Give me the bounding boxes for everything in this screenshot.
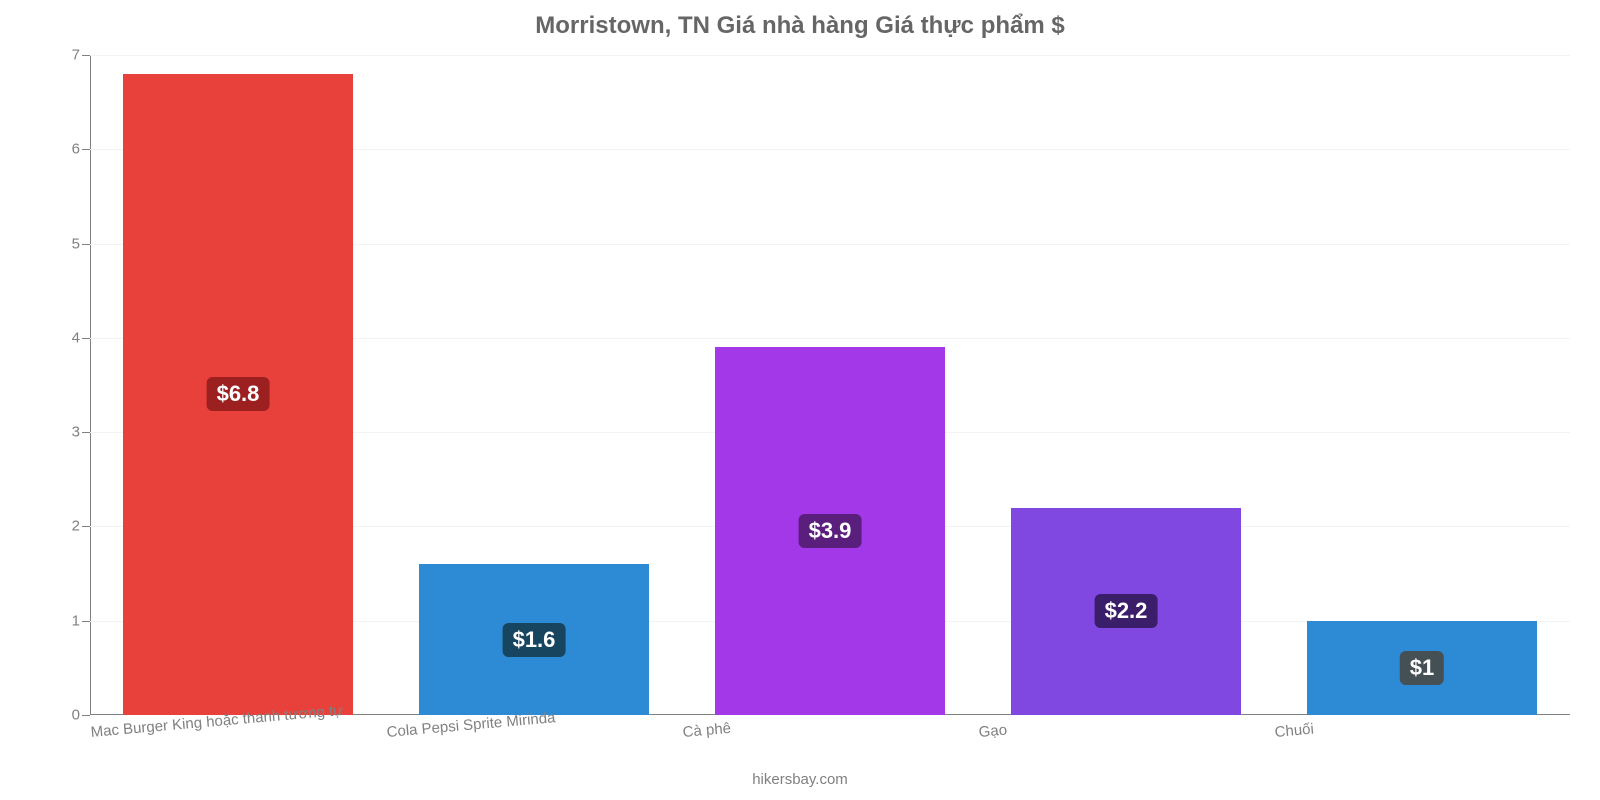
bar-value-label: $1.6 xyxy=(503,623,566,657)
y-tick xyxy=(82,244,90,245)
bar-value-label: $6.8 xyxy=(207,377,270,411)
y-tick xyxy=(82,526,90,527)
y-tick xyxy=(82,715,90,716)
y-tick-label: 7 xyxy=(50,47,80,64)
y-tick-label: 0 xyxy=(50,707,80,724)
y-tick xyxy=(82,55,90,56)
y-tick-label: 6 xyxy=(50,141,80,158)
y-tick-label: 5 xyxy=(50,235,80,252)
y-tick-label: 4 xyxy=(50,329,80,346)
y-tick-label: 3 xyxy=(50,424,80,441)
bar-value-label: $3.9 xyxy=(799,514,862,548)
x-tick-label: Chuối xyxy=(1274,721,1315,741)
x-tick-label: Cà phê xyxy=(682,720,732,741)
y-tick xyxy=(82,149,90,150)
x-tick-label: Gạo xyxy=(978,722,1008,741)
bar-value-label: $2.2 xyxy=(1095,594,1158,628)
y-tick-label: 2 xyxy=(50,518,80,535)
bar-value-label: $1 xyxy=(1400,651,1444,685)
y-axis-line xyxy=(90,55,91,715)
y-tick xyxy=(82,338,90,339)
y-tick xyxy=(82,621,90,622)
gridline xyxy=(90,55,1570,56)
y-tick xyxy=(82,432,90,433)
chart-credit: hikersbay.com xyxy=(0,771,1600,788)
y-tick-label: 1 xyxy=(50,612,80,629)
chart-plot-area: 01234567$6.8Mac Burger King hoặc thanh t… xyxy=(90,55,1570,715)
chart-title: Morristown, TN Giá nhà hàng Giá thực phẩ… xyxy=(0,0,1600,40)
